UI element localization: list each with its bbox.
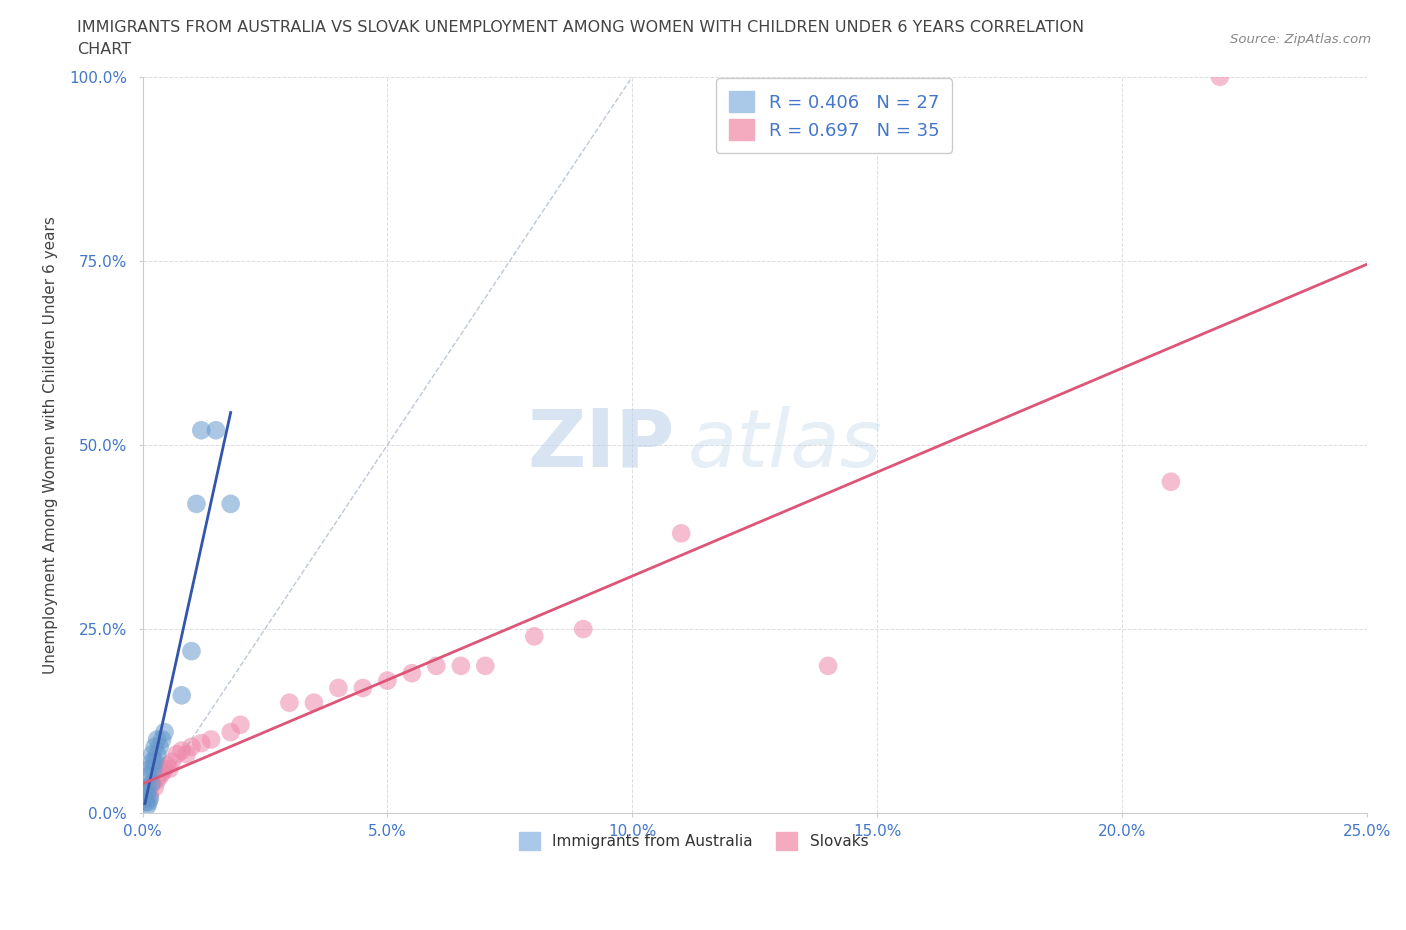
Text: ZIP: ZIP — [527, 406, 675, 484]
Point — [176, 747, 198, 762]
Legend: Immigrants from Australia, Slovaks: Immigrants from Australia, Slovaks — [508, 822, 879, 861]
Point — [135, 794, 157, 809]
Point — [377, 673, 399, 688]
Point — [190, 736, 212, 751]
Point — [572, 621, 595, 636]
Point — [219, 724, 242, 739]
Point — [352, 681, 374, 696]
Point — [156, 758, 179, 773]
Point — [153, 724, 176, 739]
Point — [143, 754, 166, 769]
Point — [328, 681, 350, 696]
Point — [474, 658, 496, 673]
Text: atlas: atlas — [688, 406, 882, 484]
Point — [180, 739, 202, 754]
Point — [186, 497, 208, 512]
Point — [134, 790, 156, 805]
Point — [170, 688, 193, 703]
Point — [425, 658, 447, 673]
Point — [139, 788, 162, 803]
Point — [136, 780, 159, 795]
Point — [669, 525, 692, 540]
Point — [159, 762, 181, 777]
Point — [190, 423, 212, 438]
Point — [136, 784, 159, 799]
Point — [1160, 474, 1182, 489]
Point — [136, 798, 159, 813]
Point — [166, 747, 188, 762]
Point — [1209, 70, 1232, 85]
Point — [302, 696, 325, 711]
Point — [141, 777, 163, 791]
Point — [150, 732, 173, 747]
Point — [142, 762, 165, 777]
Point — [146, 747, 169, 762]
Point — [401, 666, 423, 681]
Point — [149, 769, 172, 784]
Point — [278, 696, 301, 711]
Point — [146, 732, 169, 747]
Point — [135, 788, 157, 803]
Point — [205, 423, 228, 438]
Point — [146, 773, 169, 788]
Point — [200, 732, 222, 747]
Point — [139, 762, 162, 777]
Point — [138, 769, 160, 784]
Point — [450, 658, 472, 673]
Point — [153, 762, 176, 777]
Point — [229, 717, 252, 732]
Point — [134, 790, 156, 805]
Point — [219, 497, 242, 512]
Point — [150, 765, 173, 780]
Point — [139, 790, 162, 805]
Point — [523, 629, 546, 644]
Text: Source: ZipAtlas.com: Source: ZipAtlas.com — [1230, 33, 1371, 46]
Text: CHART: CHART — [77, 42, 131, 57]
Point — [134, 784, 156, 799]
Y-axis label: Unemployment Among Women with Children Under 6 years: Unemployment Among Women with Children U… — [44, 216, 58, 674]
Point — [141, 777, 163, 791]
Point — [149, 739, 172, 754]
Point — [143, 739, 166, 754]
Point — [817, 658, 839, 673]
Point — [141, 754, 163, 769]
Point — [138, 794, 160, 809]
Point — [141, 747, 163, 762]
Point — [143, 780, 166, 795]
Point — [160, 754, 183, 769]
Point — [170, 743, 193, 758]
Point — [180, 644, 202, 658]
Text: IMMIGRANTS FROM AUSTRALIA VS SLOVAK UNEMPLOYMENT AMONG WOMEN WITH CHILDREN UNDER: IMMIGRANTS FROM AUSTRALIA VS SLOVAK UNEM… — [77, 20, 1084, 35]
